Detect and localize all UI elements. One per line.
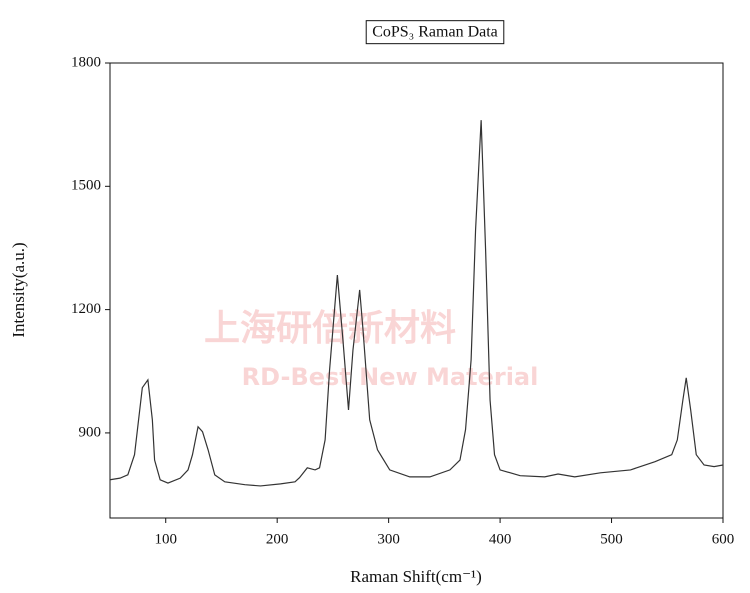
y-tick-label: 1200 — [71, 301, 101, 317]
x-tick-label: 500 — [600, 531, 623, 547]
x-tick-label: 100 — [154, 531, 177, 547]
x-tick-label: 400 — [489, 531, 512, 547]
plot-frame — [109, 62, 724, 519]
x-axis-label: Raman Shift(cm⁻¹) — [350, 567, 482, 586]
data-line — [109, 120, 724, 487]
chart-title: CoPS₃ Raman Data — [372, 24, 498, 41]
watermark: 上海研倍新材料 — [204, 308, 456, 349]
watermark: RD-Best New Material — [242, 363, 539, 391]
y-tick-label: 900 — [79, 424, 102, 440]
x-tick-label: 300 — [377, 531, 400, 547]
x-tick-label: 200 — [266, 531, 289, 547]
y-axis-label: Intensity(a.u.) — [9, 242, 28, 337]
y-tick-label: 1500 — [71, 178, 101, 194]
x-tick-label: 600 — [712, 531, 735, 547]
y-tick-label: 1800 — [71, 54, 101, 70]
title-box — [365, 20, 505, 45]
